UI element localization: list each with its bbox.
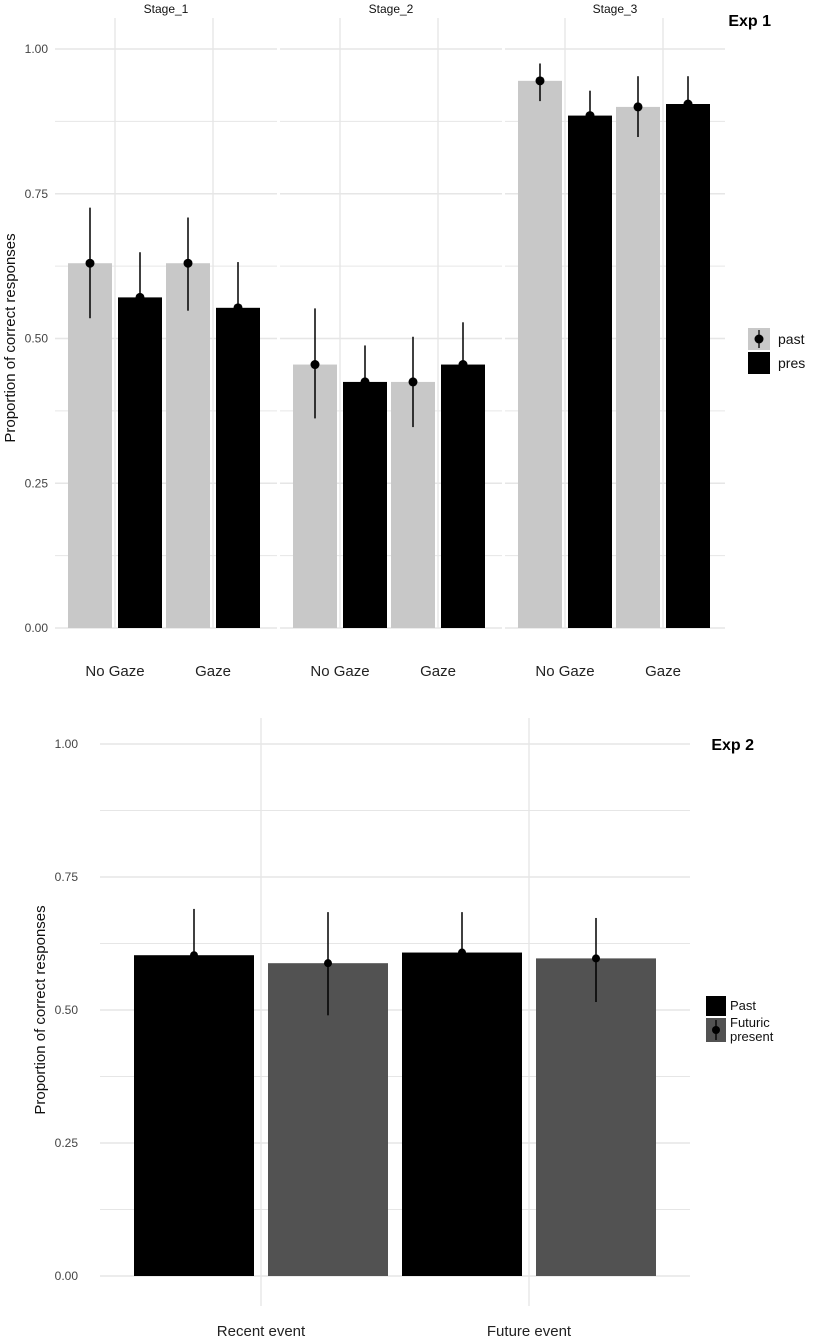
y-axis-label: Proportion of correct responses <box>2 233 19 442</box>
legend-label: past <box>778 331 805 347</box>
bar-past <box>402 952 522 1276</box>
y-axis-label: Proportion of correct responses <box>32 905 49 1114</box>
bar-past <box>134 955 254 1276</box>
y-tick-label: 0.50 <box>55 1003 79 1017</box>
bar-futuric-present <box>536 958 656 1276</box>
data-point <box>183 258 193 268</box>
data-point <box>585 111 595 121</box>
data-point <box>683 99 693 109</box>
x-tick-label: Gaze <box>645 663 681 680</box>
legend-point <box>754 334 764 344</box>
data-point <box>190 951 198 960</box>
data-point <box>408 377 418 387</box>
data-point <box>360 377 370 387</box>
facet-label: Stage_3 <box>593 2 638 16</box>
data-point <box>592 954 600 963</box>
bar-pres <box>343 381 387 628</box>
bar-pres <box>666 104 710 628</box>
facet-label: Stage_1 <box>144 2 189 16</box>
y-tick-label: 0.75 <box>25 187 49 201</box>
y-tick-label: 0.75 <box>55 870 79 884</box>
y-tick-label: 0.50 <box>25 332 49 346</box>
legend-label: pres <box>778 355 805 371</box>
y-tick-label: 0.00 <box>55 1269 79 1283</box>
legend-label-line: Futuric <box>730 1015 770 1030</box>
x-tick-label: No Gaze <box>85 663 144 680</box>
y-tick-label: 1.00 <box>55 737 79 751</box>
legend-label: Past <box>730 998 756 1013</box>
y-tick-label: 0.00 <box>25 621 49 635</box>
y-tick-label: 0.25 <box>25 476 49 490</box>
bar-pres <box>568 115 612 628</box>
bar-pres <box>118 297 162 628</box>
x-tick-label: Gaze <box>420 663 456 680</box>
bar-past <box>68 263 112 628</box>
facet-label: Stage_2 <box>369 2 414 16</box>
data-point <box>458 360 468 370</box>
x-tick-label: No Gaze <box>535 663 594 680</box>
bar-past <box>616 106 660 628</box>
legend-key-pres <box>748 352 770 374</box>
bar-pres <box>216 307 260 628</box>
data-point <box>135 292 145 302</box>
data-point <box>233 303 243 313</box>
x-tick-label: No Gaze <box>310 663 369 680</box>
bar-past <box>166 263 210 628</box>
exp1-chart: Stage_1 Stage_2 Stage_3 0.00 0.25 0.50 0.75 1.0… <box>2 2 805 680</box>
data-point <box>310 360 320 370</box>
x-tick-label: Gaze <box>195 663 231 680</box>
x-tick-label: Future event <box>487 1323 572 1339</box>
data-point <box>458 948 466 957</box>
chart-title: Exp 1 <box>728 13 771 30</box>
legend-label-line: present <box>730 1029 774 1044</box>
chart-title: Exp 2 <box>711 737 754 754</box>
x-tick-label: Recent event <box>217 1323 306 1339</box>
y-tick-label: 1.00 <box>25 42 49 56</box>
legend-label: Futuric present <box>730 1015 774 1044</box>
data-point <box>535 76 545 86</box>
data-point <box>85 258 95 268</box>
data-point <box>324 959 332 968</box>
bar-past <box>518 80 562 629</box>
data-point <box>633 102 643 112</box>
y-tick-label: 0.25 <box>55 1136 79 1150</box>
legend-point <box>712 1026 720 1034</box>
exp2-chart: 0.00 0.25 0.50 0.75 1.00 Recent event Future e… <box>32 718 774 1339</box>
legend-key-past <box>706 996 726 1016</box>
